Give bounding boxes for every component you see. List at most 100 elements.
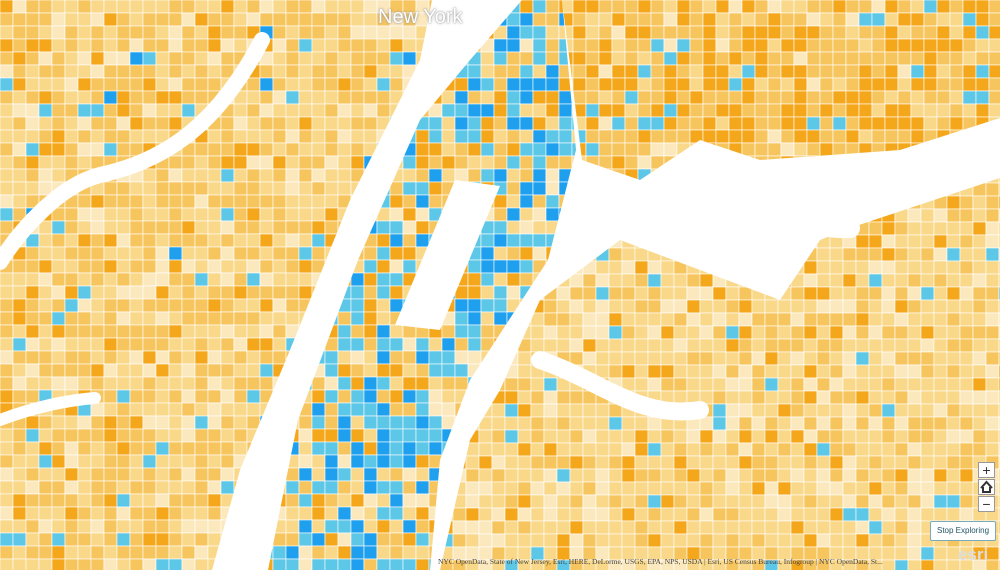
census-tract bbox=[598, 142, 613, 157]
census-tract bbox=[933, 195, 948, 210]
census-tract bbox=[920, 442, 935, 457]
census-tract bbox=[142, 129, 157, 144]
census-tract bbox=[285, 376, 300, 391]
census-tract bbox=[558, 233, 573, 248]
census-tract bbox=[415, 350, 430, 365]
census-tract bbox=[12, 181, 27, 196]
census-tract bbox=[894, 338, 909, 353]
census-tract bbox=[64, 532, 79, 547]
census-tract bbox=[441, 415, 456, 430]
census-tract bbox=[677, 182, 690, 195]
census-tract bbox=[376, 480, 391, 495]
census-tract bbox=[777, 520, 792, 535]
census-tract bbox=[155, 311, 170, 326]
census-tract bbox=[767, 64, 782, 79]
census-tract bbox=[595, 234, 610, 249]
census-tract bbox=[12, 168, 27, 183]
census-tract bbox=[285, 506, 300, 521]
census-tract bbox=[467, 103, 482, 118]
census-tract bbox=[311, 168, 326, 183]
census-tract bbox=[599, 182, 612, 195]
census-tract bbox=[129, 0, 144, 14]
census-tract bbox=[923, 155, 938, 170]
census-tract bbox=[959, 429, 974, 444]
census-tract bbox=[608, 221, 623, 236]
census-tract bbox=[624, 155, 639, 170]
census-tract bbox=[181, 90, 196, 105]
census-tract bbox=[129, 441, 144, 456]
census-tract bbox=[608, 468, 623, 483]
census-tract bbox=[440, 533, 454, 548]
census-tract bbox=[621, 273, 636, 288]
census-tract bbox=[582, 325, 597, 340]
census-tract bbox=[491, 481, 506, 496]
census-tract bbox=[246, 532, 261, 547]
stop-exploring-button[interactable]: Stop Exploring bbox=[930, 521, 996, 541]
census-tract bbox=[90, 324, 105, 339]
census-tract bbox=[673, 234, 688, 249]
census-tract bbox=[181, 480, 196, 495]
home-button[interactable] bbox=[978, 479, 995, 495]
census-tract bbox=[142, 116, 157, 131]
census-tract bbox=[311, 259, 326, 274]
census-tract bbox=[0, 129, 14, 144]
census-tract bbox=[972, 338, 987, 353]
census-tract bbox=[858, 116, 873, 131]
census-tract bbox=[38, 558, 53, 570]
census-tract bbox=[946, 208, 961, 223]
zoom-in-button[interactable]: + bbox=[978, 462, 995, 478]
census-tract bbox=[858, 51, 873, 66]
census-tract bbox=[959, 442, 974, 457]
census-tract bbox=[428, 402, 443, 417]
census-tract bbox=[350, 103, 365, 118]
census-tract bbox=[871, 142, 886, 157]
census-tract bbox=[897, 0, 912, 14]
census-tract bbox=[855, 208, 870, 223]
census-tract bbox=[842, 494, 857, 509]
zoom-out-button[interactable]: − bbox=[978, 496, 995, 512]
census-tract bbox=[0, 168, 14, 183]
census-tract bbox=[298, 233, 313, 248]
census-tract bbox=[493, 194, 508, 209]
census-tract bbox=[803, 338, 818, 353]
census-tract bbox=[689, 77, 704, 92]
census-tract bbox=[0, 0, 14, 14]
census-tract bbox=[582, 351, 597, 366]
census-tract bbox=[556, 533, 571, 548]
census-tract bbox=[608, 195, 623, 210]
census-tract bbox=[897, 77, 912, 92]
census-tract bbox=[572, 116, 587, 131]
census-tract bbox=[608, 494, 623, 509]
census-tract bbox=[428, 90, 443, 105]
census-tract bbox=[103, 480, 118, 495]
census-tract bbox=[582, 468, 597, 483]
census-tract bbox=[51, 90, 66, 105]
census-tract bbox=[598, 129, 613, 144]
census-tract bbox=[686, 325, 701, 340]
census-tract bbox=[871, 25, 886, 40]
census-tract bbox=[660, 455, 675, 470]
census-tract bbox=[767, 129, 782, 144]
census-tract bbox=[90, 0, 105, 14]
census-tract bbox=[116, 428, 131, 443]
census-tract bbox=[298, 246, 313, 261]
census-tract bbox=[855, 351, 870, 366]
census-tract bbox=[493, 285, 508, 300]
census-tract bbox=[832, 51, 847, 66]
census-tract bbox=[702, 116, 717, 131]
census-tract bbox=[647, 533, 662, 548]
census-tract bbox=[794, 182, 807, 195]
census-tract bbox=[933, 221, 948, 236]
census-tract bbox=[868, 221, 883, 236]
census-tract bbox=[402, 155, 417, 170]
census-tract bbox=[38, 428, 53, 443]
census-tract bbox=[298, 350, 313, 365]
census-tract bbox=[272, 311, 287, 326]
census-tract bbox=[949, 103, 964, 118]
census-tract bbox=[946, 494, 961, 509]
census-tract bbox=[452, 442, 467, 457]
census-tract bbox=[103, 246, 118, 261]
census-tract bbox=[233, 272, 248, 287]
census-tract bbox=[428, 103, 443, 118]
